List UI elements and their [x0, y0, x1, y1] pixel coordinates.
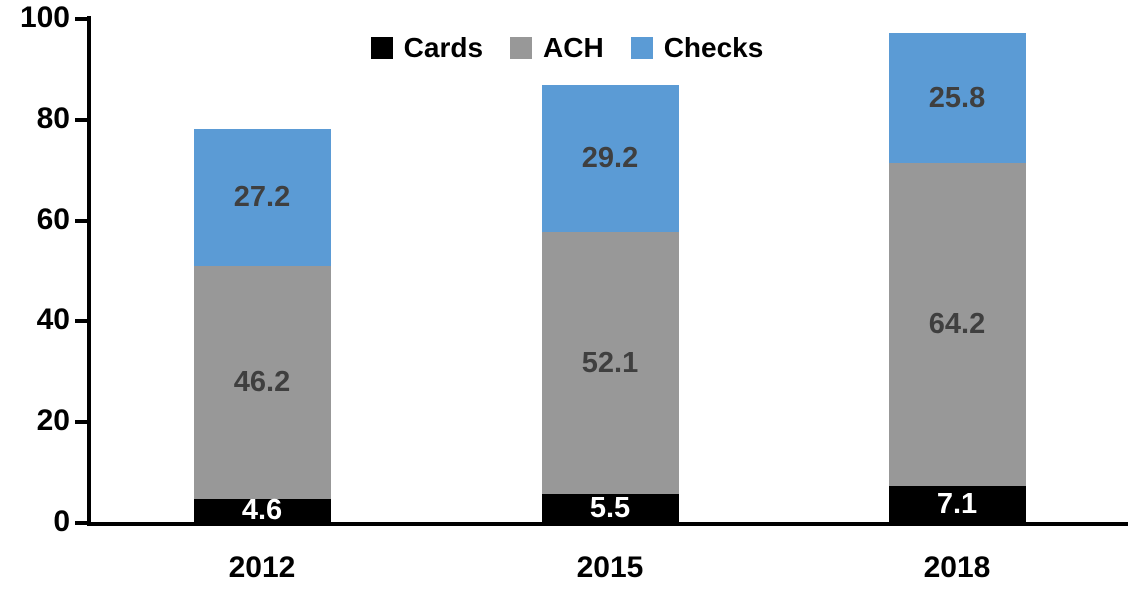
bar-value-label-checks-2012: 27.2 [233, 181, 291, 214]
y-tick-label: 60 [36, 202, 70, 236]
bar-value-label-ach-2015: 52.1 [581, 346, 639, 379]
y-tick-label: 0 [53, 505, 70, 538]
legend-label: Checks [663, 32, 764, 63]
bar-segment-checks-2012 [193, 128, 331, 266]
bar-value-label-cards-2015: 5.5 [589, 492, 631, 525]
legend-label: Cards [403, 32, 484, 63]
y-tick-mark [75, 17, 87, 21]
y-tick-label: 40 [36, 303, 70, 337]
y-tick-mark [75, 420, 87, 425]
legend-item-ach: ACH [510, 31, 604, 65]
chart-legend: Cards ACH Checks [0, 30, 1134, 66]
bar-value-label-checks-2015: 29.2 [581, 142, 639, 175]
legend-swatch-cards [370, 37, 393, 59]
y-axis-spine [87, 16, 91, 526]
legend-swatch-ach [510, 37, 533, 59]
x-axis-label-2018: 2018 [923, 551, 991, 584]
bar-segment-ach-2012 [193, 265, 331, 499]
bar-segment-cards-2012 [193, 498, 331, 522]
x-axis-label-2015: 2015 [576, 551, 644, 584]
bar-segment-checks-2018 [888, 32, 1026, 163]
bar-value-label-cards-2012: 4.6 [241, 494, 283, 527]
y-tick-label: 100 [19, 1, 70, 34]
bar-segment-cards-2018 [888, 486, 1026, 522]
legend-item-cards: Cards [370, 31, 484, 65]
y-tick-mark [75, 319, 87, 324]
bar-segment-checks-2015 [541, 84, 679, 232]
y-tick-label: 80 [36, 101, 70, 135]
y-tick-mark [75, 218, 87, 223]
bar-segment-ach-2015 [541, 231, 679, 495]
legend-label: ACH [543, 32, 604, 63]
x-axis-line [87, 522, 1128, 526]
y-tick-mark [75, 521, 87, 525]
bar-value-label-checks-2018: 25.8 [928, 81, 986, 114]
x-axis-label-2012: 2012 [228, 551, 296, 584]
y-tick-label: 20 [36, 404, 70, 438]
bar-segment-cards-2015 [541, 494, 679, 522]
bar-value-label-ach-2018: 64.2 [928, 308, 986, 341]
bar-value-label-cards-2018: 7.1 [936, 488, 978, 521]
legend-swatch-checks [630, 37, 653, 59]
legend-item-checks: Checks [630, 31, 764, 65]
y-tick-mark [75, 117, 87, 122]
bar-value-label-ach-2012: 46.2 [233, 366, 291, 399]
bar-segment-ach-2018 [888, 162, 1026, 487]
